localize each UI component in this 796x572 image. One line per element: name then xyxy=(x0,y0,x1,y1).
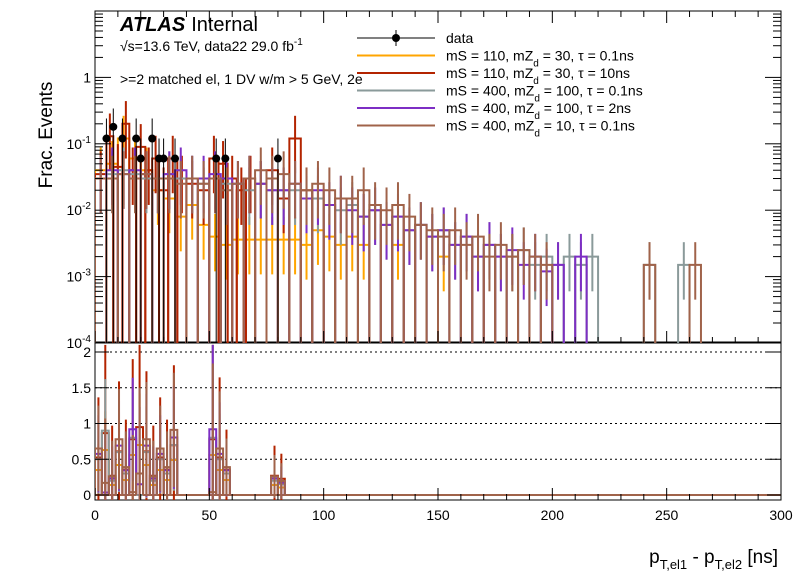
data-point-9 xyxy=(212,154,221,163)
selection-label: >=2 matched el, 1 DV w/m > 5 GeV, 2e xyxy=(120,71,363,87)
data-point-11 xyxy=(273,154,282,163)
upper-y-tick-label-3: 10-1 xyxy=(67,135,92,152)
lower-y-tick-label-3: 1.5 xyxy=(72,380,92,396)
legend-label: mS = 110, mZd = 30, τ = 10ns xyxy=(446,65,630,87)
upper-y-tick-label-2: 10-2 xyxy=(67,201,92,218)
data-point-7 xyxy=(159,154,168,163)
energy-lumi-label: √s=13.6 TeV, data22 29.0 fb-1 xyxy=(120,37,303,54)
lower-y-tick-label-1: 0.5 xyxy=(72,451,92,467)
legend-item-s1: mS = 110, mZd = 30, τ = 0.1ns xyxy=(357,48,634,70)
legend-label: data xyxy=(446,30,473,46)
lower-y-tick-label-2: 1 xyxy=(83,416,91,432)
lower-content xyxy=(95,344,781,500)
legend-item-s4: mS = 400, mZd = 100, τ = 2ns xyxy=(357,100,631,122)
ratio-series-4 xyxy=(95,363,286,500)
y-axis-title: Frac. Events xyxy=(36,82,57,189)
x-tick-label-1: 50 xyxy=(202,507,218,523)
x-axis-title: pT,el1 - pT,el2 [ns] xyxy=(649,547,778,572)
x-tick-label-5: 250 xyxy=(655,507,679,523)
data-point-0 xyxy=(102,134,111,143)
ratio-series-0 xyxy=(95,377,286,500)
x-tick-label-0: 0 xyxy=(91,507,99,523)
data-point-8 xyxy=(171,154,180,163)
x-tick-label-4: 200 xyxy=(541,507,565,523)
data-point-10 xyxy=(221,154,230,163)
legend-item-s5: mS = 400, mZd = 10, τ = 0.1ns xyxy=(357,118,635,140)
legend-item-s2: mS = 110, mZd = 30, τ = 10ns xyxy=(357,65,630,87)
data-point-5 xyxy=(148,134,157,143)
data-point-3 xyxy=(132,134,141,143)
series-data xyxy=(102,108,282,343)
upper-content xyxy=(95,101,702,343)
legend-marker-point xyxy=(392,34,400,42)
data-point-4 xyxy=(136,154,145,163)
legend-label: mS = 400, mZd = 10, τ = 0.1ns xyxy=(446,118,635,140)
x-tick-label-2: 100 xyxy=(312,507,336,523)
upper-y-tick-label-1: 10-3 xyxy=(67,268,92,285)
upper-y-tick-label-0: 10-4 xyxy=(67,334,92,351)
legend-item-s3: mS = 400, mZd = 100, τ = 0.1ns xyxy=(357,83,643,105)
x-tick-label-3: 150 xyxy=(426,507,450,523)
upper-y-tick-label-4: 1 xyxy=(83,69,91,85)
lower-y-tick-label-0: 0 xyxy=(83,487,91,503)
lower-plot-frame xyxy=(94,341,782,501)
atlas-label: ATLAS Internal xyxy=(119,14,258,36)
data-point-2 xyxy=(118,134,127,143)
legend-item-data: data xyxy=(357,30,473,46)
lower-y-tick-label-4: 2 xyxy=(83,344,91,360)
x-tick-label-6: 300 xyxy=(769,507,793,523)
legend-label: mS = 400, mZd = 100, τ = 0.1ns xyxy=(446,83,643,105)
legend-label: mS = 110, mZd = 30, τ = 0.1ns xyxy=(446,48,634,70)
series-s2 xyxy=(95,101,314,343)
legend-label: mS = 400, mZd = 100, τ = 2ns xyxy=(446,100,631,122)
data-point-1 xyxy=(109,122,118,131)
axes: 0 50 100 150 200 250 300 10-4 10-3 10-2 10-1 1 0 0.5 1… xyxy=(67,11,793,523)
